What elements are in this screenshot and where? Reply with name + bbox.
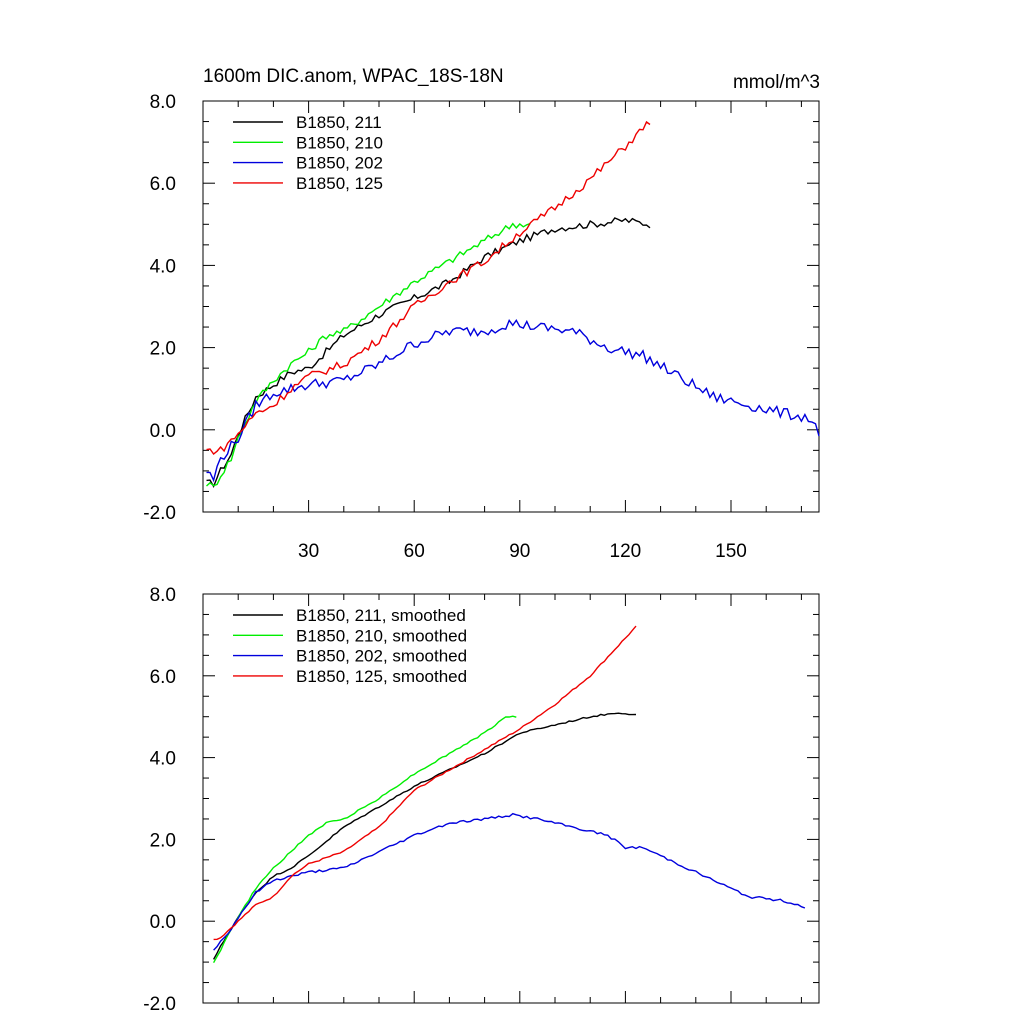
legend-label: B1850, 210 xyxy=(296,133,383,152)
y-tick-label: 2.0 xyxy=(150,830,176,851)
y-tick-label: 8.0 xyxy=(150,92,176,113)
series-line xyxy=(206,120,651,456)
x-tick-label: 90 xyxy=(509,541,530,562)
x-tick-label: 60 xyxy=(404,541,425,562)
y-tick-label: -2.0 xyxy=(143,503,176,524)
series-line xyxy=(206,318,820,483)
x-tick-label: 120 xyxy=(610,541,642,562)
y-tick-label: 2.0 xyxy=(150,339,176,360)
legend-label: B1850, 211, smoothed xyxy=(296,606,466,625)
legend-label: B1850, 202, smoothed xyxy=(296,647,467,666)
y-tick-label: 0.0 xyxy=(150,912,176,933)
y-tick-label: 6.0 xyxy=(150,174,176,195)
figure-title: 1600m DIC.anom, WPAC_18S-18N xyxy=(203,66,504,87)
units-label: mmol/m^3 xyxy=(733,72,820,93)
series-line xyxy=(206,217,651,488)
series-line xyxy=(213,812,806,951)
x-tick-label: 150 xyxy=(715,541,747,562)
series-line xyxy=(213,625,637,941)
top-panel: -2.0 0.0 2.0 4.0 6.0 8.0 30 60 90 120 150 B1850, 21… xyxy=(143,92,820,562)
legend-label: B1850, 210, smoothed xyxy=(296,626,467,645)
y-tick-label: 4.0 xyxy=(150,256,176,277)
series-line xyxy=(212,715,517,964)
y-tick-label: -2.0 xyxy=(143,994,176,1015)
y-tick-label: 8.0 xyxy=(150,585,176,606)
series-line xyxy=(212,712,637,960)
legend-label: B1850, 202 xyxy=(296,154,383,173)
y-tick-label: 4.0 xyxy=(150,749,176,770)
legend-label: B1850, 125, smoothed xyxy=(296,667,467,686)
y-tick-label: 0.0 xyxy=(150,421,176,442)
y-tick-label: 6.0 xyxy=(150,667,176,688)
legend-label: B1850, 211 xyxy=(296,113,382,132)
series-line xyxy=(206,222,531,487)
legend-label: B1850, 125 xyxy=(296,174,383,193)
x-tick-label: 30 xyxy=(298,541,319,562)
